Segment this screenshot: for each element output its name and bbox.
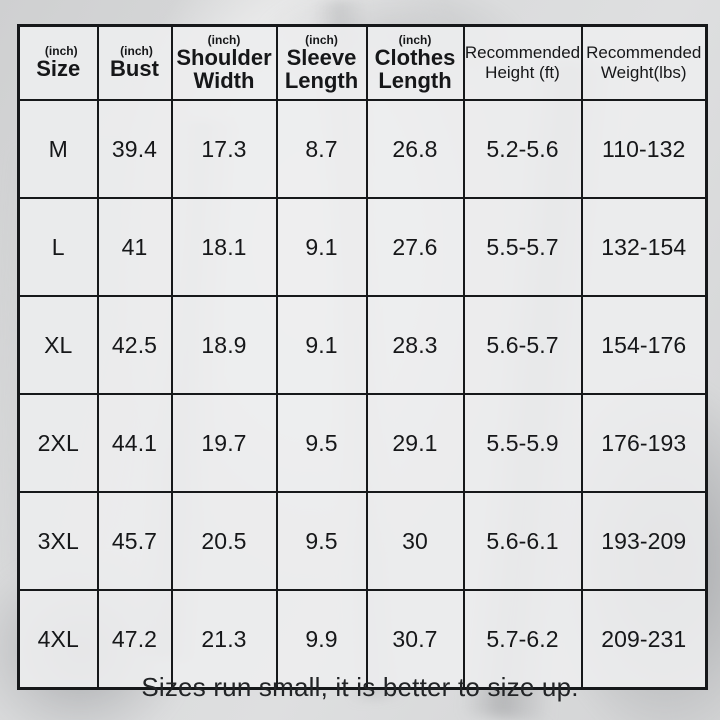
cell-shoulder: 20.5 <box>170 491 278 591</box>
header-sleeve-label-line2: Length <box>284 67 359 93</box>
table-body: M 39.4 17.3 8.7 26.8 5.2-5.6 110-132 L 4… <box>17 99 708 690</box>
header-weight-label-line2: Weight(lbs) <box>600 63 687 82</box>
cell-size: M <box>17 99 99 199</box>
cell-sleeve: 9.9 <box>275 589 368 690</box>
header-recommended-weight: Recommended Weight(lbs) <box>580 24 708 101</box>
cell-sleeve: 9.1 <box>275 295 368 395</box>
cell-height: 5.7-6.2 <box>462 589 583 690</box>
table-header-row: (inch) Size (inch) Bust (inch) Shoulder … <box>17 24 708 101</box>
header-sleeve-unit: (inch) <box>305 33 338 48</box>
cell-sleeve: 9.5 <box>275 393 368 493</box>
cell-shoulder: 21.3 <box>170 589 278 690</box>
cell-weight: 209-231 <box>580 589 708 690</box>
table-header: (inch) Size (inch) Bust (inch) Shoulder … <box>17 24 708 101</box>
cell-bust: 39.4 <box>96 99 173 199</box>
cell-height: 5.6-5.7 <box>462 295 583 395</box>
header-clothes-label-line1: Clothes <box>374 45 456 71</box>
header-shoulder-width: (inch) Shoulder Width <box>170 24 278 101</box>
cell-shoulder: 18.1 <box>170 197 278 297</box>
header-height-label-line1: Recommended <box>464 42 581 62</box>
header-height-label-line2: Height (ft) <box>485 63 560 82</box>
cell-weight: 176-193 <box>580 393 708 493</box>
header-shoulder-label-line1: Shoulder <box>176 45 272 71</box>
header-bust: (inch) Bust <box>96 24 173 101</box>
header-clothes-label-line2: Length <box>378 67 452 93</box>
cell-clothes: 26.8 <box>365 99 465 199</box>
cell-height: 5.5-5.9 <box>462 393 583 493</box>
table-row: L 41 18.1 9.1 27.6 5.5-5.7 132-154 <box>17 197 708 297</box>
cell-size: XL <box>17 295 99 395</box>
cell-weight: 110-132 <box>580 99 708 199</box>
cell-weight: 154-176 <box>580 295 708 395</box>
cell-size: 2XL <box>17 393 99 493</box>
size-chart-container: (inch) Size (inch) Bust (inch) Shoulder … <box>17 24 708 690</box>
cell-clothes: 27.6 <box>365 197 465 297</box>
cell-clothes: 30 <box>365 491 465 591</box>
cell-bust: 47.2 <box>96 589 173 690</box>
sizing-advice-caption: Sizes run small, it is better to size up… <box>141 672 579 702</box>
table-row: 2XL 44.1 19.7 9.5 29.1 5.5-5.9 176-193 <box>17 393 708 493</box>
cell-height: 5.2-5.6 <box>462 99 583 199</box>
cell-clothes: 29.1 <box>365 393 465 493</box>
header-clothes-unit: (inch) <box>398 33 432 48</box>
cell-sleeve: 9.5 <box>275 491 368 591</box>
cell-clothes: 30.7 <box>365 589 465 690</box>
cell-height: 5.5-5.7 <box>462 197 583 297</box>
header-sleeve-label-line1: Sleeve <box>286 45 357 71</box>
cell-size: 3XL <box>17 491 99 591</box>
table-row: 4XL 47.2 21.3 9.9 30.7 5.7-6.2 209-231 <box>17 589 708 690</box>
cell-bust: 42.5 <box>96 295 173 395</box>
cell-shoulder: 18.9 <box>170 295 278 395</box>
header-shoulder-unit: (inch) <box>207 33 241 48</box>
cell-sleeve: 9.1 <box>275 197 368 297</box>
cell-weight: 132-154 <box>580 197 708 297</box>
table-row: M 39.4 17.3 8.7 26.8 5.2-5.6 110-132 <box>17 99 708 199</box>
cell-shoulder: 19.7 <box>170 393 278 493</box>
cell-bust: 41 <box>96 197 173 297</box>
header-weight-label-line1: Recommended <box>586 42 702 62</box>
cell-bust: 45.7 <box>96 491 173 591</box>
cell-height: 5.6-6.1 <box>462 491 583 591</box>
cell-clothes: 28.3 <box>365 295 465 395</box>
header-size: (inch) Size <box>17 24 99 101</box>
header-clothes-length: (inch) Clothes Length <box>365 24 465 101</box>
header-bust-label: Bust <box>110 56 159 82</box>
header-recommended-height: Recommended Height (ft) <box>462 24 583 101</box>
cell-sleeve: 8.7 <box>275 99 368 199</box>
cell-size: L <box>17 197 99 297</box>
cell-weight: 193-209 <box>580 491 708 591</box>
cell-size: 4XL <box>17 589 99 690</box>
table-row: XL 42.5 18.9 9.1 28.3 5.6-5.7 154-176 <box>17 295 708 395</box>
header-size-unit: (inch) <box>44 44 78 59</box>
header-sleeve-length: (inch) Sleeve Length <box>275 24 368 101</box>
size-chart-table: (inch) Size (inch) Bust (inch) Shoulder … <box>17 24 708 690</box>
header-size-label: Size <box>36 56 81 82</box>
header-shoulder-label-line2: Width <box>193 67 255 93</box>
cell-bust: 44.1 <box>96 393 173 493</box>
table-row: 3XL 45.7 20.5 9.5 30 5.6-6.1 193-209 <box>17 491 708 591</box>
cell-shoulder: 17.3 <box>170 99 278 199</box>
header-bust-unit: (inch) <box>120 44 153 59</box>
